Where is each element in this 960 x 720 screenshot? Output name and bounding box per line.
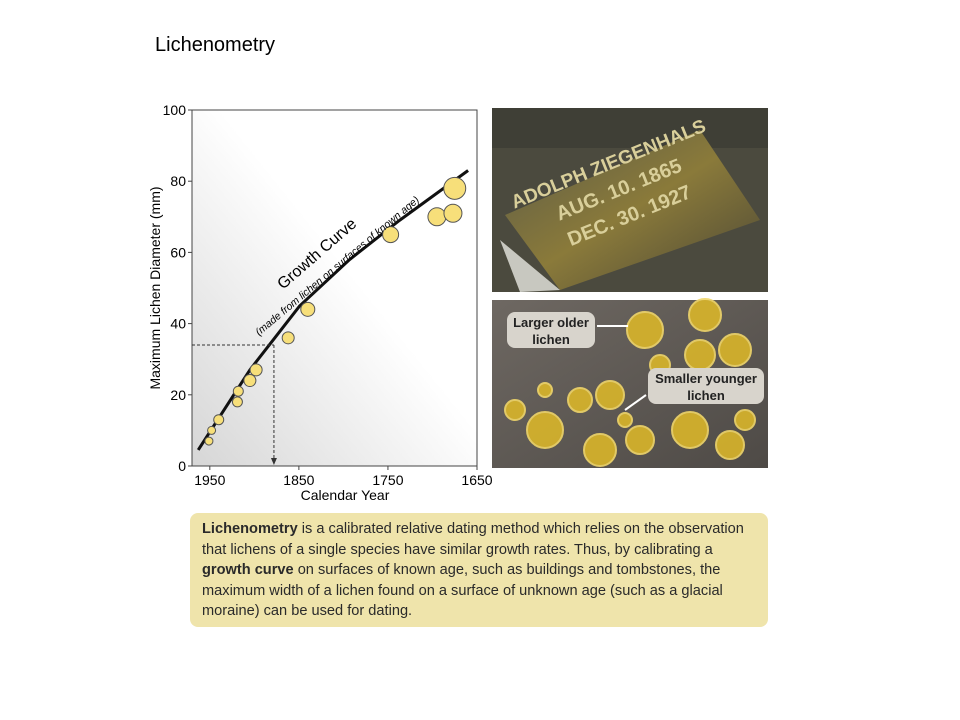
x-tick-label: 1750	[372, 472, 403, 488]
lichen	[626, 311, 664, 349]
data-point	[443, 176, 467, 200]
data-point	[243, 374, 257, 388]
data-point	[207, 425, 217, 435]
y-tick-label: 80	[170, 173, 186, 189]
x-tick-label: 1950	[194, 472, 225, 488]
lichen	[625, 425, 655, 455]
lichen	[526, 411, 564, 449]
lichen	[718, 333, 752, 367]
caption-bold: Lichenometry	[202, 521, 298, 537]
data-point	[249, 363, 263, 377]
y-tick-label: 100	[163, 102, 187, 118]
x-tick-label: 1650	[461, 472, 492, 488]
x-tick-label: 1850	[283, 472, 314, 488]
data-point	[213, 414, 225, 426]
callout-box	[507, 312, 595, 348]
growth-curve	[196, 169, 469, 451]
stone-base	[500, 240, 560, 292]
data-point	[281, 331, 295, 345]
data-point	[443, 203, 463, 223]
lichen	[537, 382, 553, 398]
y-axis-label: Maximum Lichen Diameter (mm)	[147, 186, 163, 389]
lichen	[595, 380, 625, 410]
photo-shadow	[492, 108, 768, 148]
data-point	[300, 301, 316, 317]
data-point	[231, 396, 243, 408]
lichen	[617, 412, 633, 428]
caption: Lichenometry is a calibrated relative da…	[190, 513, 768, 627]
callout-label: Larger older lichen	[513, 315, 589, 347]
callout-label: Smaller younger lichen	[655, 371, 757, 403]
callouts: Larger older lichen Smaller younger lichen	[513, 315, 757, 403]
y-tick-label: 60	[170, 244, 186, 260]
caption-text: is a calibrated relative dating method w…	[202, 521, 744, 558]
x-axis-label: Calendar Year	[301, 487, 390, 503]
y-tick-label: 0	[178, 458, 186, 474]
lichen	[504, 399, 526, 421]
lichen	[688, 298, 722, 332]
caption-text: on surfaces of known age, such as buildi…	[202, 562, 723, 619]
callout-arrow	[624, 394, 647, 411]
lichen	[715, 430, 745, 460]
lichen	[583, 433, 617, 467]
stone	[505, 130, 760, 290]
caption-bold: growth curve	[202, 562, 294, 578]
data-point	[204, 436, 214, 446]
data-point	[382, 226, 400, 244]
reading-arrow	[270, 458, 277, 465]
slide-title: Lichenometry	[155, 34, 275, 56]
lichen	[567, 387, 593, 413]
data-point	[427, 207, 447, 227]
lichen	[734, 409, 756, 431]
data-point	[232, 385, 244, 397]
y-tick-label: 40	[170, 316, 186, 332]
callout-box	[648, 368, 764, 404]
y-tick-label: 20	[170, 387, 186, 403]
lichen	[684, 339, 716, 371]
plot-frame	[191, 109, 478, 467]
lichen	[671, 411, 709, 449]
